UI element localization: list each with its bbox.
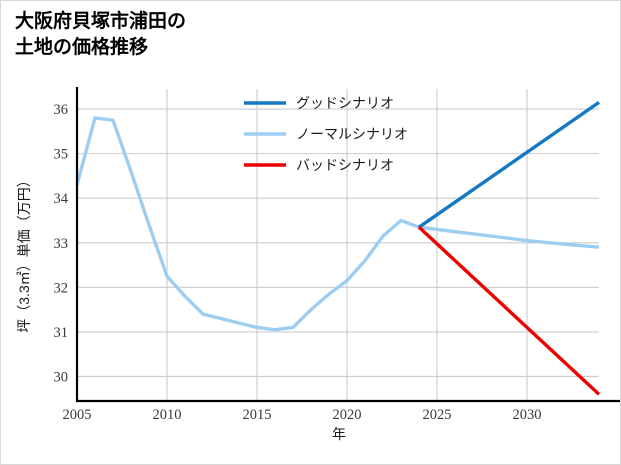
- x-tick-label: 2025: [423, 407, 452, 423]
- y-tick-label: 32: [54, 280, 69, 296]
- legend-label-ノーマルシナリオ: ノーマルシナリオ: [296, 126, 408, 142]
- y-tick-label: 36: [54, 102, 69, 118]
- y-tick-label: 35: [54, 147, 69, 163]
- y-tick-label: 33: [54, 236, 69, 252]
- y-tick-label: 30: [54, 369, 69, 385]
- series-lines: [75, 100, 601, 396]
- series-line-ノーマルシナリオ: [75, 116, 600, 332]
- x-tick-label: 2030: [513, 407, 542, 423]
- x-tick-label: 2020: [333, 407, 362, 423]
- y-gridlines: [77, 108, 599, 378]
- y-tick-label: 31: [54, 325, 69, 341]
- x-tick-labels: 2005 2010 2015 2020 2025 2030: [63, 407, 542, 423]
- x-tick-label: 2015: [243, 407, 272, 423]
- y-tick-label: 34: [54, 191, 69, 207]
- x-tick-label: 2010: [153, 407, 182, 423]
- series-line-バッドシナリオ: [417, 225, 601, 396]
- y-tick-labels: 30 31 32 33 34 35 36: [54, 102, 69, 385]
- x-axis-title: 年: [332, 426, 346, 442]
- axis-spines: [75, 87, 620, 403]
- y-axis-title: 坪（3.3㎡）単価（万円）: [16, 173, 32, 332]
- x-tick-label: 2005: [63, 407, 92, 423]
- series-line-グッドシナリオ: [418, 100, 600, 229]
- chart-title: 大阪府貝塚市浦田の 土地の価格推移: [15, 11, 187, 59]
- legend-label-グッドシナリオ: グッドシナリオ: [296, 95, 394, 111]
- legend-label-バッドシナリオ: バッドシナリオ: [296, 157, 394, 173]
